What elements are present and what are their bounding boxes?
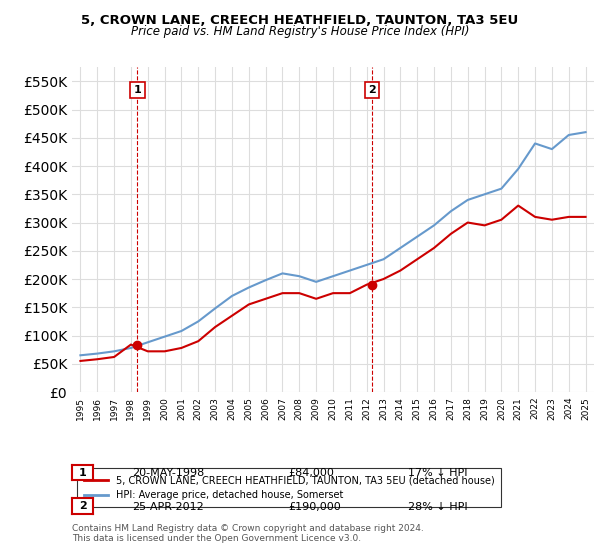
Text: Price paid vs. HM Land Registry's House Price Index (HPI): Price paid vs. HM Land Registry's House … [131, 25, 469, 38]
Text: 28% ↓ HPI: 28% ↓ HPI [408, 502, 467, 512]
Text: 20-MAY-1998: 20-MAY-1998 [132, 468, 204, 478]
Text: £190,000: £190,000 [288, 502, 341, 512]
Text: 25-APR-2012: 25-APR-2012 [132, 502, 204, 512]
Text: 1: 1 [133, 85, 141, 95]
Legend: 5, CROWN LANE, CREECH HEATHFIELD, TAUNTON, TA3 5EU (detached house), HPI: Averag: 5, CROWN LANE, CREECH HEATHFIELD, TAUNTO… [77, 468, 502, 507]
Text: 2: 2 [79, 501, 86, 511]
Text: 5, CROWN LANE, CREECH HEATHFIELD, TAUNTON, TA3 5EU: 5, CROWN LANE, CREECH HEATHFIELD, TAUNTO… [82, 14, 518, 27]
Text: 1: 1 [79, 468, 86, 478]
Text: £84,000: £84,000 [288, 468, 334, 478]
Text: 2: 2 [368, 85, 376, 95]
Text: 17% ↓ HPI: 17% ↓ HPI [408, 468, 467, 478]
Text: Contains HM Land Registry data © Crown copyright and database right 2024.
This d: Contains HM Land Registry data © Crown c… [72, 524, 424, 543]
